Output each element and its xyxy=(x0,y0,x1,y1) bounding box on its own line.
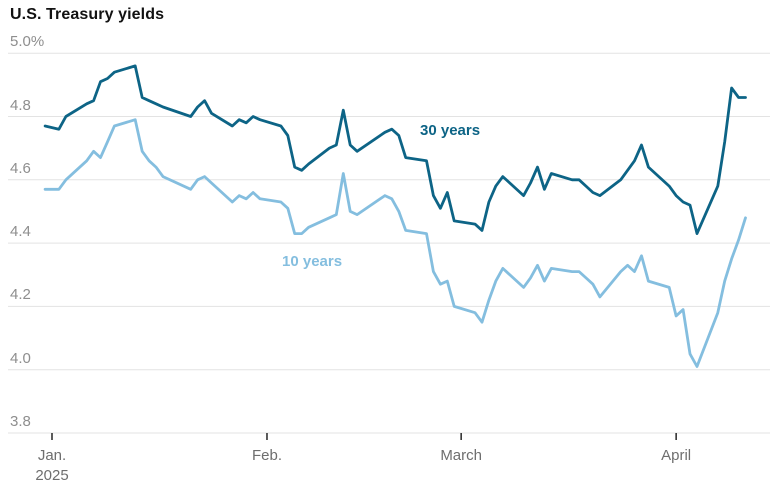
y-axis-tick-label: 4.0 xyxy=(10,349,31,367)
series-label-10-years: 10 years xyxy=(282,253,343,270)
chart-title: U.S. Treasury yields xyxy=(10,6,165,23)
y-axis-tick-label: 4.8 xyxy=(10,96,31,114)
x-axis-tick-label: Feb. xyxy=(251,447,282,464)
y-axis-tick-label: 3.8 xyxy=(10,413,31,430)
y-axis-tick-label: 4.6 xyxy=(10,159,31,177)
x-axis-tick-label: April xyxy=(661,447,692,464)
x-axis-tick-label: Jan. xyxy=(37,447,67,464)
line-30-years xyxy=(43,64,747,236)
year-label: 2025 xyxy=(35,467,69,484)
x-axis-tick-label: March xyxy=(440,447,482,464)
y-axis-tick-label: 5.0% xyxy=(10,33,45,51)
line-10-years xyxy=(43,118,747,368)
y-axis-tick-label: 4.2 xyxy=(10,286,31,304)
y-axis-tick-label: 4.4 xyxy=(10,223,31,241)
series-label-30-years: 30 years xyxy=(420,122,481,139)
